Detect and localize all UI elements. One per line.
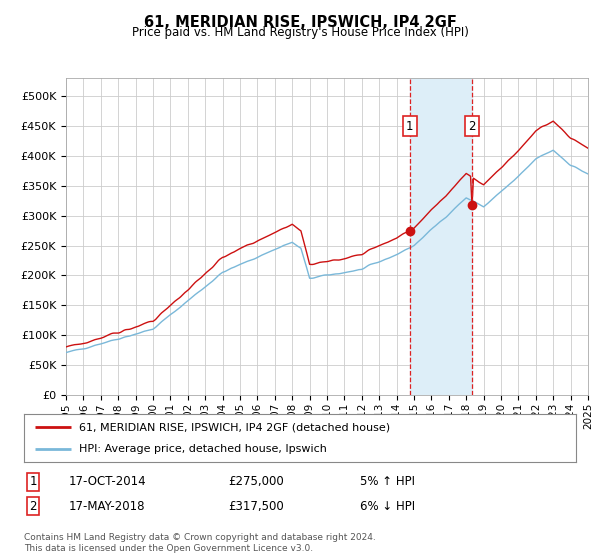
Text: 61, MERIDIAN RISE, IPSWICH, IP4 2GF (detached house): 61, MERIDIAN RISE, IPSWICH, IP4 2GF (det… [79,422,391,432]
Bar [410,78,472,395]
Text: 2: 2 [29,500,37,513]
Text: 17-MAY-2018: 17-MAY-2018 [69,500,146,513]
Text: 17-OCT-2014: 17-OCT-2014 [69,475,146,488]
Text: 61, MERIDIAN RISE, IPSWICH, IP4 2GF: 61, MERIDIAN RISE, IPSWICH, IP4 2GF [143,15,457,30]
Text: Contains HM Land Registry data © Crown copyright and database right 2024.
This d: Contains HM Land Registry data © Crown c… [24,533,376,553]
Text: 1: 1 [406,120,413,133]
Text: Price paid vs. HM Land Registry's House Price Index (HPI): Price paid vs. HM Land Registry's House … [131,26,469,39]
Text: 5% ↑ HPI: 5% ↑ HPI [360,475,415,488]
Text: 1: 1 [29,475,37,488]
Text: £317,500: £317,500 [228,500,284,513]
Text: 6% ↓ HPI: 6% ↓ HPI [360,500,415,513]
Text: £275,000: £275,000 [228,475,284,488]
Text: 2: 2 [468,120,476,133]
Text: HPI: Average price, detached house, Ipswich: HPI: Average price, detached house, Ipsw… [79,444,327,454]
